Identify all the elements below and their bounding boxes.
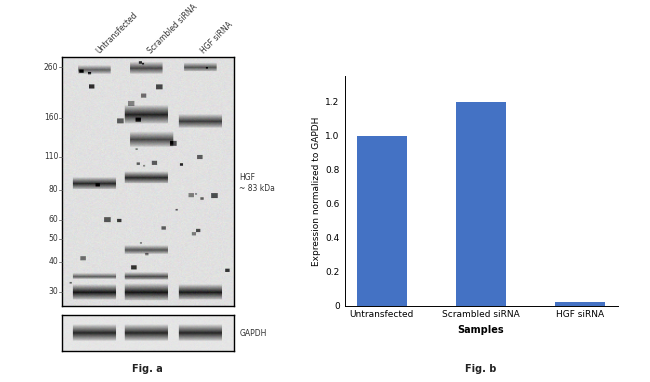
Bar bbox=[556, 302, 605, 306]
Bar bbox=[456, 102, 506, 306]
Text: 80: 80 bbox=[49, 185, 58, 194]
Bar bbox=[357, 136, 406, 306]
Text: 110: 110 bbox=[44, 152, 58, 161]
Text: Untransfected: Untransfected bbox=[94, 10, 139, 55]
Text: 60: 60 bbox=[49, 215, 58, 224]
Text: Scrambled siRNA: Scrambled siRNA bbox=[146, 2, 199, 55]
Y-axis label: Expression normalized to GAPDH: Expression normalized to GAPDH bbox=[312, 116, 321, 266]
Text: 30: 30 bbox=[49, 287, 58, 296]
Text: Fig. b: Fig. b bbox=[465, 364, 497, 374]
Text: GAPDH: GAPDH bbox=[239, 329, 266, 338]
Text: 160: 160 bbox=[44, 113, 58, 122]
Text: HGF
~ 83 kDa: HGF ~ 83 kDa bbox=[239, 173, 275, 193]
X-axis label: Samples: Samples bbox=[458, 325, 504, 335]
Text: 40: 40 bbox=[49, 257, 58, 266]
Text: 260: 260 bbox=[44, 63, 58, 72]
Text: Fig. a: Fig. a bbox=[133, 364, 163, 374]
Text: HGF siRNA: HGF siRNA bbox=[200, 20, 235, 55]
Text: 50: 50 bbox=[49, 234, 58, 243]
